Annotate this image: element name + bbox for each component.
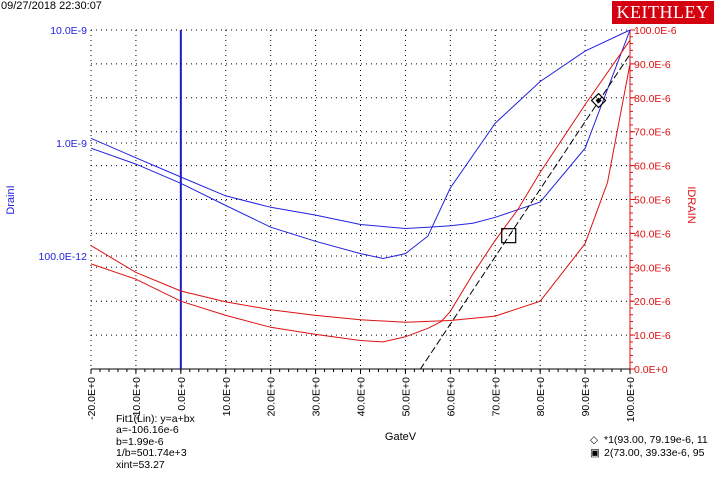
cursor-marker-square xyxy=(501,228,517,244)
x-tick-label: 30.0E+0 xyxy=(311,377,323,417)
x-tick-label: -20.0E+0 xyxy=(86,377,98,420)
brand-logo: KEITHLEY xyxy=(612,1,714,24)
y-left-axis-title: DrainI xyxy=(5,185,17,214)
fit-info-line: 1/b=501.74e+3 xyxy=(116,447,187,460)
series-line-3 xyxy=(90,63,631,323)
y-right-tick-label: 10.0E-6 xyxy=(634,330,671,342)
cursor-marker-diamond xyxy=(590,92,607,109)
x-tick-label: 60.0E+0 xyxy=(445,377,457,417)
fit-info-line: b=1.99e-6 xyxy=(116,435,164,448)
y-right-tick-label: 70.0E-6 xyxy=(634,127,671,139)
chart-axes xyxy=(90,29,635,374)
cursor-1-text: *1(93.00, 79.19e-6, 11 xyxy=(604,434,708,446)
chart-grid xyxy=(90,29,631,370)
x-tick-label: 20.0E+0 xyxy=(266,377,278,417)
y-right-tick-label: 90.0E-6 xyxy=(634,59,671,71)
diamond-icon: ◇ xyxy=(590,434,599,446)
fit-info-line: a=-106.16e-6 xyxy=(116,424,179,437)
x-tick-label: 40.0E+0 xyxy=(356,377,368,417)
y-right-tick-label: 60.0E-6 xyxy=(634,161,671,173)
y-right-axis-title: IDRAIN xyxy=(685,186,697,223)
cursor-2-readout: ▣ 2(73.00, 39.33e-6, 95 xyxy=(590,447,704,459)
y-right-tick-label: 100.0E-6 xyxy=(634,25,677,37)
x-tick-label: 80.0E+0 xyxy=(535,377,547,417)
y-left-tick-label: 100.0E-12 xyxy=(39,251,88,263)
fit-info-line: xint=53.27 xyxy=(116,458,165,471)
y-right-tick-label: 30.0E-6 xyxy=(634,262,671,274)
series-line-2 xyxy=(90,29,631,260)
chart-markers xyxy=(501,92,607,244)
y-right-tick-label: 80.0E-6 xyxy=(634,93,671,105)
fit-line xyxy=(419,53,631,370)
y-right-tick-label: 0.0E+0 xyxy=(634,364,668,376)
series-line-1 xyxy=(90,29,631,230)
x-tick-label: 100.0E+0 xyxy=(625,377,637,422)
y-right-tick-label: 40.0E-6 xyxy=(634,228,671,240)
fit-info-line: Fit1(Lin): y=a+bx xyxy=(116,413,195,425)
cursor-1-readout: ◇ *1(93.00, 79.19e-6, 11 xyxy=(590,434,708,446)
y-right-tick-label: 50.0E-6 xyxy=(634,195,671,207)
y-right-tick-label: 20.0E-6 xyxy=(634,296,671,308)
y-left-tick-label: 1.0E-9 xyxy=(56,138,87,150)
timestamp: 09/27/2018 22:30:07 xyxy=(1,0,102,12)
x-tick-label: -10.0E+0 xyxy=(131,377,143,420)
cursor-2-text: 2(73.00, 39.33e-6, 95 xyxy=(604,447,705,459)
x-tick-label: 10.0E+0 xyxy=(221,377,233,417)
square-icon: ▣ xyxy=(590,447,600,459)
x-tick-label: 90.0E+0 xyxy=(580,377,592,417)
x-tick-label: 0.0E+0 xyxy=(176,377,188,411)
cursor-marker-diamond-center xyxy=(595,97,602,104)
chart-labels: -20.0E+0 -10.0E+0 0.0E+0 10.0E+0 20.0E+0 30.0… xyxy=(5,25,697,443)
series-line-4 xyxy=(90,39,631,343)
x-axis-title: GateV xyxy=(385,431,417,443)
x-tick-label: 50.0E+0 xyxy=(400,377,412,417)
fit-info: Fit1(Lin): y=a+bx a=-106.16e-6 b=1.99e-6… xyxy=(116,413,195,471)
y-left-tick-label: 10.0E-9 xyxy=(50,25,87,37)
x-tick-label: 70.0E+0 xyxy=(490,377,502,417)
chart-series xyxy=(90,29,631,370)
